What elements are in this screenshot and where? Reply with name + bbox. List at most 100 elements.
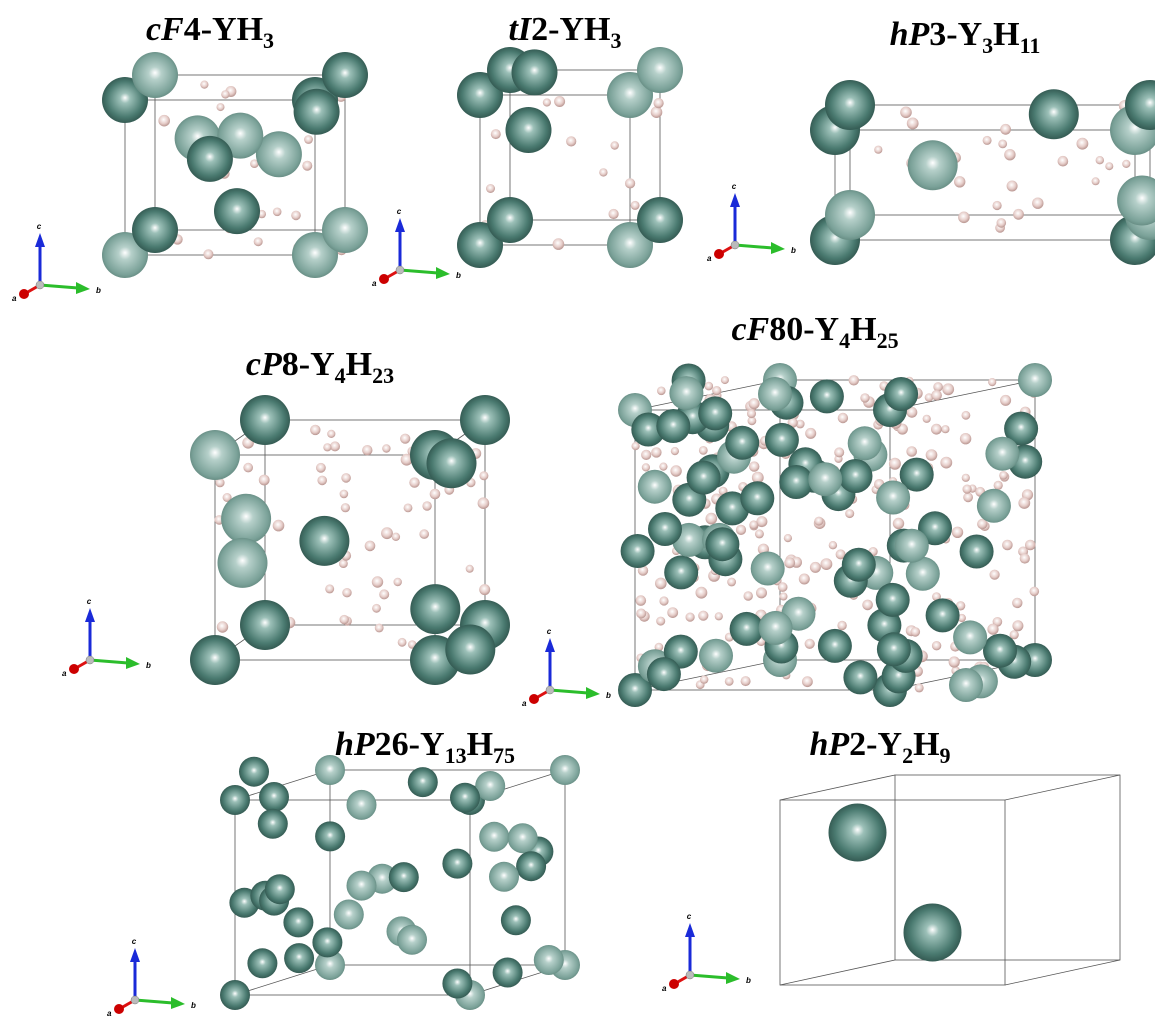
- hydrogen-atom: [889, 458, 901, 470]
- hydrogen-atom: [375, 624, 384, 633]
- yttrium-atom: [751, 552, 785, 586]
- hydrogen-atom: [814, 517, 823, 526]
- yttrium-atom: [758, 377, 792, 411]
- panel-title: cF4-YH3: [146, 11, 274, 53]
- hydrogen-atom: [997, 218, 1007, 228]
- yttrium-atom: [214, 188, 260, 234]
- hydrogen-atom: [340, 615, 349, 624]
- cell-edge: [780, 800, 1005, 985]
- hydrogen-atom: [340, 490, 349, 499]
- hydrogen-atom: [712, 386, 721, 395]
- hydrogen-atom: [243, 463, 253, 473]
- hydrogen-atom: [419, 529, 429, 539]
- hydrogen-atom: [911, 627, 921, 637]
- hydrogen-atom: [931, 424, 942, 435]
- yttrium-atom: [506, 107, 552, 153]
- hydrogen-atom: [799, 574, 810, 585]
- axis-label: a: [372, 279, 377, 288]
- title-part: F: [160, 11, 184, 48]
- hydrogen-atom: [221, 90, 229, 98]
- yttrium-atom: [347, 790, 377, 820]
- yttrium-atom: [132, 52, 178, 98]
- hydrogen-atom: [837, 621, 846, 630]
- yttrium-atom: [904, 904, 962, 962]
- title-part: 2: [902, 743, 913, 768]
- axis-label: a: [62, 669, 67, 678]
- yttrium-atom: [808, 462, 842, 496]
- yttrium-atom: [239, 757, 269, 787]
- yttrium-atom: [240, 600, 290, 650]
- yttrium-atom: [450, 783, 480, 813]
- hydrogen-atom: [1000, 124, 1011, 135]
- hydrogen-atom: [998, 140, 1007, 149]
- axis-label: a: [12, 294, 17, 303]
- yttrium-atom: [637, 197, 683, 243]
- axis-arrow: [135, 1000, 173, 1003]
- title-part: hP: [890, 16, 930, 53]
- yttrium-atom: [825, 80, 875, 130]
- axis-arrowhead: [545, 638, 555, 652]
- yttrium-atom: [884, 377, 918, 411]
- title-part: 11: [1020, 33, 1041, 58]
- hydrogen-atom: [1025, 540, 1036, 551]
- hydrogen-atom: [715, 612, 723, 620]
- yttrium-atom: [664, 555, 698, 589]
- hydrogen-atom: [409, 477, 419, 487]
- hydrogen-atom: [994, 481, 1003, 490]
- hydrogen-atom: [554, 96, 565, 107]
- yttrium-atom: [258, 809, 288, 839]
- hydrogen-atom: [273, 520, 285, 532]
- title-part: 80-Y: [769, 311, 839, 348]
- panel-title: hP3-Y3H11: [890, 16, 1041, 58]
- hydrogen-atom: [698, 611, 708, 621]
- axis-arrowhead: [730, 193, 740, 207]
- yttrium-atom: [983, 634, 1017, 668]
- hydrogen-atom: [802, 676, 813, 687]
- hydrogen-atom: [1096, 156, 1104, 164]
- axis-label: b: [456, 271, 461, 280]
- hydrogen-atom: [744, 591, 753, 600]
- hydrogen-atom: [599, 168, 607, 176]
- hydrogen-atom: [217, 621, 228, 632]
- yttrium-atom: [445, 625, 495, 675]
- yttrium-atom: [487, 197, 533, 243]
- hydrogen-atom: [960, 433, 971, 444]
- axis-triad: cba: [707, 182, 796, 263]
- yttrium-atom: [322, 52, 368, 98]
- yttrium-atom: [759, 611, 793, 645]
- yttrium-atom: [427, 438, 477, 488]
- hydrogen-atom: [310, 425, 320, 435]
- hydrogen-atom: [422, 501, 431, 510]
- hydrogen-atom: [316, 463, 326, 473]
- yttrium-atom: [621, 534, 655, 568]
- hydrogen-atom: [987, 624, 998, 635]
- axis-arrowhead: [669, 979, 679, 989]
- hydrogen-atom: [317, 476, 327, 486]
- hydrogen-atom: [636, 595, 647, 606]
- axis-triad: cba: [12, 222, 101, 303]
- yttrium-atom: [638, 470, 672, 504]
- yttrium-atom: [218, 538, 268, 588]
- yttrium-atom: [779, 465, 813, 499]
- axis-arrowhead: [35, 233, 45, 247]
- title-part: 3: [611, 28, 622, 53]
- hydrogen-atom: [915, 683, 924, 692]
- yttrium-atom: [315, 755, 345, 785]
- yttrium-atom: [312, 927, 342, 957]
- hydrogen-atom: [988, 378, 996, 386]
- yttrium-atom: [283, 907, 313, 937]
- yttrium-atom: [220, 785, 250, 815]
- title-part: H: [467, 726, 493, 763]
- axis-arrow: [400, 270, 438, 273]
- structure-panel: tI2-YH3cba: [372, 11, 683, 288]
- yttrium-atom: [637, 47, 683, 93]
- axis-origin: [686, 971, 694, 979]
- hydrogen-atom: [327, 430, 335, 438]
- hydrogen-atom: [404, 504, 413, 513]
- axis-label: b: [96, 286, 101, 295]
- hydrogen-atom: [958, 212, 970, 224]
- yttrium-atom: [953, 620, 987, 654]
- yttrium-atom: [132, 207, 178, 253]
